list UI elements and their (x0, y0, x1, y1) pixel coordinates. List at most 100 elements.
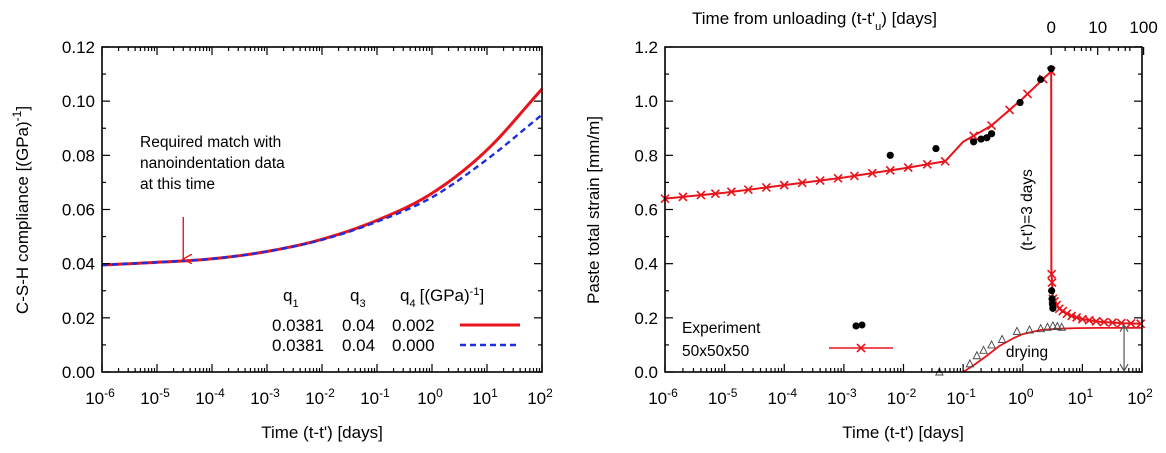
model-marker (1072, 312, 1082, 322)
right-y-tick-label: 0.4 (634, 255, 658, 274)
drying-arrow-head-bottom (1119, 363, 1129, 373)
left-x-tick-label: 10-5 (140, 386, 170, 408)
model-marker-stroke-b (1067, 311, 1077, 321)
left-y-tick-label: 0.12 (62, 38, 95, 57)
model-marker (922, 159, 932, 169)
right-top-axis-title: Time from unloading (t-t'u) [days] (692, 9, 937, 33)
model-marker-stroke-b (1022, 89, 1033, 99)
right-y-tick-label: 1.0 (634, 92, 658, 111)
left-x-tick-label: 10-1 (360, 386, 390, 408)
unloading-time-label: (t-t')=3 days (1019, 169, 1036, 251)
left-x-tick-label: 10-2 (305, 386, 335, 408)
model-marker-stroke-b (1091, 316, 1101, 326)
experiment-point (1037, 75, 1045, 84)
drying-data-point (997, 334, 1007, 343)
drying-data-point (965, 358, 975, 368)
model-marker-stroke-b (696, 190, 706, 200)
model-marker-stroke-b (779, 180, 789, 190)
right-x-tick-label: 102 (1127, 386, 1153, 408)
right-x-tick-label: 10-5 (708, 386, 738, 408)
model-marker-stroke-b (1099, 317, 1109, 327)
experiment-point (977, 135, 985, 143)
model-marker-stroke-b (1062, 309, 1072, 319)
model-marker (1047, 277, 1057, 288)
model-marker (779, 180, 789, 190)
legend-q1-value: 0.0381 (272, 316, 324, 335)
right-y-tick-label: 1.2 (634, 38, 658, 57)
legend-q3-header: q3 (350, 286, 366, 310)
model-marker-stroke-b (710, 189, 720, 199)
right-y-tick-label: 0.0 (634, 363, 658, 382)
legend-q1-value: 0.0381 (272, 336, 324, 355)
model-marker (815, 175, 825, 186)
right-top-tick-label: 0 (1046, 18, 1055, 37)
experiment-point (886, 151, 894, 159)
right-x-axis-title: Time (t-t') [days] (842, 423, 964, 442)
model-marker (1099, 317, 1109, 327)
model-marker (1022, 89, 1033, 99)
model-marker (797, 178, 807, 188)
model-marker-stroke-b (1136, 319, 1146, 329)
legend-x-glyph-stroke-b (856, 343, 866, 353)
left-y-tick-label: 0.02 (62, 309, 95, 328)
drying-arrow-head-top (1119, 323, 1129, 333)
experiment-point (852, 322, 860, 330)
experiment-point (1016, 98, 1024, 107)
drying-data-point (1043, 322, 1052, 331)
drying-data-point (979, 345, 988, 354)
model-marker-stroke-b (922, 159, 932, 169)
drying-label: drying (1006, 344, 1048, 361)
annotation-line-2: nanoindentation data (140, 155, 285, 172)
model-marker (940, 156, 950, 166)
legend-q4-header: q4 [(GPa)-1] (400, 286, 484, 310)
right-x-tick-label: 10-1 (946, 386, 976, 408)
right-y-tick-label: 0.6 (634, 201, 658, 220)
drying-data-point (1052, 321, 1062, 330)
drying-data-point (1025, 325, 1034, 334)
experiment-point (932, 144, 940, 153)
left-x-tick-label: 102 (527, 386, 553, 408)
legend-experiment-marker (858, 321, 866, 329)
right-x-tick-label: 10-3 (827, 386, 857, 408)
model-marker-stroke-b (1126, 318, 1136, 329)
legend-specimen-label: 50x50x50 (682, 343, 750, 360)
model-marker (1004, 105, 1015, 115)
right-x-tick-label: 101 (1068, 386, 1094, 408)
drying-data-point (1012, 326, 1022, 335)
model-marker-stroke-b (969, 131, 979, 141)
model-marker (833, 173, 843, 183)
model-marker-stroke-b (1116, 318, 1126, 328)
left-y-tick-label: 0.08 (62, 146, 95, 165)
model-marker (987, 120, 997, 131)
left-legend: q1 q3 q4 [(GPa)-1] 0.0381 0.04 0.002 0.0381 0… (272, 286, 520, 355)
model-marker (867, 168, 877, 178)
model-marker-stroke-b (678, 192, 688, 202)
right-y-tick-label: 0.2 (634, 309, 658, 328)
model-marker-stroke-b (867, 168, 877, 178)
drying-data-point (972, 350, 982, 360)
left-y-tick-label: 0.10 (62, 92, 95, 111)
model-marker-stroke-b (815, 175, 825, 186)
model-marker-stroke-b (885, 165, 895, 175)
model-marker (903, 162, 913, 173)
annotation-line-1: Required match with (140, 134, 281, 151)
model-marker-stroke-b (940, 156, 950, 166)
right-chart: 10-6 10-5 10-4 10-3 10-2 10-1 100 101 102 0.00.2… (584, 9, 1158, 442)
model-marker (1067, 311, 1077, 321)
left-y-tick-label: 0.04 (62, 255, 95, 274)
right-x-tick-label: 10-4 (767, 386, 797, 408)
drying-data-point (1036, 323, 1046, 333)
model-marker (696, 190, 706, 200)
experiment-point (1049, 304, 1057, 312)
legend-q3-value: 0.04 (342, 316, 375, 335)
model-marker (710, 189, 720, 199)
experiment-point (970, 138, 978, 146)
model-marker-stroke-b (1058, 306, 1068, 316)
legend-q3-value: 0.04 (342, 336, 375, 355)
model-marker-stroke-b (1004, 105, 1015, 115)
model-marker-stroke-b (1047, 277, 1057, 288)
model-marker-stroke-b (987, 120, 997, 131)
left-y-axis-title: C-S-H compliance [(GPa)-1] (10, 106, 32, 314)
